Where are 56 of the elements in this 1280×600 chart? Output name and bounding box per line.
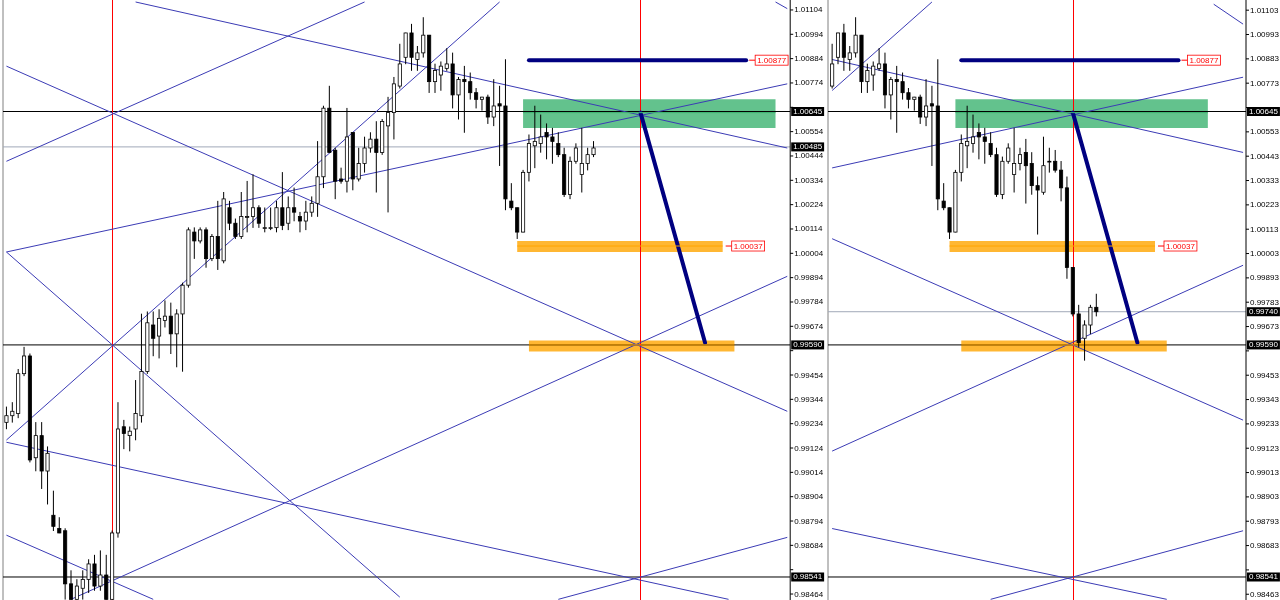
y-tick-label: 0.99013 <box>1250 468 1280 478</box>
y-tick-label: 1.00774 <box>794 78 824 88</box>
y-tick-label: 0.99674 <box>794 321 824 331</box>
y-tick-label: 1.00993 <box>1250 30 1280 40</box>
y-tick-label: 1.01104 <box>794 5 824 15</box>
y-tick-label: 0.98793 <box>1250 516 1280 526</box>
y-tick-label: 0.99673 <box>1250 322 1280 332</box>
y-tick-label: 0.99233 <box>1250 419 1280 429</box>
y-tick-label: 1.00223 <box>1250 200 1280 210</box>
ref-line-label: 0.99740 <box>1249 307 1279 317</box>
y-tick-label: 1.00003 <box>1250 249 1280 259</box>
y-tick-label: 1.01103 <box>1250 5 1279 15</box>
y-tick-label: 0.98464 <box>794 589 824 599</box>
series-label: 1.00037 <box>733 241 764 251</box>
y-tick-label: 0.99014 <box>794 467 824 477</box>
y-tick-label: 1.00883 <box>1250 54 1280 64</box>
series-label: 1.00037 <box>1166 241 1196 251</box>
y-tick-label: 0.98794 <box>794 516 824 526</box>
ref-line-label: 0.99590 <box>793 340 823 350</box>
y-tick-label: 1.00994 <box>794 29 824 39</box>
y-tick-label: 0.99454 <box>794 370 824 380</box>
series-label: 1.00877 <box>1189 55 1219 65</box>
y-tick-label: 0.98683 <box>1250 541 1280 551</box>
y-tick-label: 1.00224 <box>794 200 824 210</box>
y-tick-label: 1.00333 <box>1250 176 1280 186</box>
y-tick-label: 0.99453 <box>1250 370 1280 380</box>
ref-line-label: 0.98541 <box>793 572 823 582</box>
y-tick-label: 0.98903 <box>1250 492 1280 502</box>
y-tick-label: 0.99234 <box>794 419 824 429</box>
y-tick-label: 0.99894 <box>794 273 824 283</box>
y-tick-label: 0.99893 <box>1250 273 1280 283</box>
y-tick-label: 1.00773 <box>1250 78 1280 88</box>
y-tick-label: 1.00553 <box>1250 127 1280 137</box>
y-tick-label: 0.98904 <box>794 492 824 502</box>
y-tick-label: 0.99123 <box>1250 443 1280 453</box>
ref-line-label: 0.99590 <box>1249 340 1279 350</box>
y-tick-label: 0.99783 <box>1250 297 1280 307</box>
y-tick-label: 0.99124 <box>794 443 824 453</box>
ref-line-label: 0.98541 <box>1249 572 1279 582</box>
ref-line-label: 1.00485 <box>793 142 823 152</box>
y-tick-label: 1.00443 <box>1250 151 1280 161</box>
y-tick-label: 0.99344 <box>794 394 824 404</box>
y-tick-label: 0.99784 <box>794 297 824 307</box>
ref-line-label: 1.00645 <box>793 107 823 116</box>
y-tick-label: 1.00114 <box>794 224 824 234</box>
y-tick-label: 0.99343 <box>1250 395 1280 405</box>
y-tick-label: 0.98463 <box>1250 589 1280 599</box>
y-tick-label: 1.00884 <box>794 54 824 64</box>
y-tick-label: 1.00334 <box>794 175 824 185</box>
y-tick-label: 1.00004 <box>794 248 824 258</box>
y-tick-label: 0.98684 <box>794 540 824 550</box>
y-tick-label: 1.00113 <box>1250 224 1279 234</box>
series-label: 1.00877 <box>757 55 787 65</box>
y-tick-label: 1.00554 <box>794 127 824 137</box>
y-tick-label: 1.00444 <box>794 151 824 161</box>
ref-line-label: 1.00645 <box>1249 107 1279 116</box>
